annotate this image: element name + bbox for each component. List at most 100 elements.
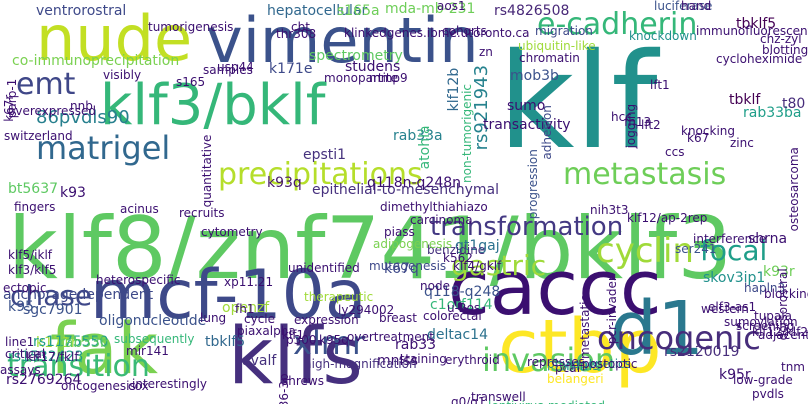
word-vimentin: vimentin [206,4,479,77]
word-bt5637: bt5637 [8,181,59,197]
word-ser241: ser241 [675,242,717,256]
word-matrigel: matrigel [36,129,171,167]
word-tbklf5: tbklf5 [736,16,777,32]
word-s165: s165 [176,75,206,89]
word-k93q: k93q [267,175,302,191]
word-rs2120019: rs2120019 [664,344,740,360]
word-overexpressed: overexpressed [8,104,96,118]
word-pcaf: pcaf [555,361,581,375]
word-nnb: nnb [70,99,93,113]
word-colorectal: colorectal [423,309,482,323]
word-postoptic: postoptic [582,357,638,371]
word-xp11-21: xp11.21 [224,275,274,289]
word-mmp9: mmp9 [369,71,408,85]
word-k67q: k67q [384,261,419,277]
word-tupaia: tupaia [754,309,792,323]
word-cycle: cycle [244,312,276,326]
word-lung: lung [200,311,227,325]
word-k95q: k95q [319,333,349,347]
word-rab33b: rab33b [59,335,109,351]
word-adjacent: adjacent [758,328,808,342]
word-zn: zn [479,45,493,59]
word-transition: transition [7,349,150,384]
word-cycloheximide: cycloheximide [716,52,803,66]
word-elf3-as1: elf3-as1 [708,300,757,314]
word-sumo: sumo [507,98,546,114]
word-transwell: transwell [471,390,526,404]
word-dimethylthiahiazo: dimethylthiahiazo [380,200,488,214]
word-klf1: klf1 [282,328,305,342]
word-k95r: k95r [719,367,751,383]
word-mirna-1236-3p: mirna-1236-3p [277,373,291,404]
word-luciferase: luciferase [654,0,713,13]
word-piaxalpha: piaxalpha [237,324,296,338]
word-shrews: shrews [282,374,324,388]
word-fh1: fh1 [235,302,255,316]
word-studens: studens [345,59,401,75]
word-ventrorostral: ventrorostral [36,3,127,19]
word-ubiquitin-like: ubiquitin-like [518,39,596,53]
word-g0-g1: g0/g1 [451,395,486,404]
word-zinc: zinc [730,136,754,150]
word-u-2os: u-2os [447,301,481,315]
word-k95: k95 [8,299,34,315]
word-screening: screening [736,319,795,333]
word-oncogenic: oncogenic [597,319,761,357]
word-carcinoma: carcinoma [410,213,473,227]
word-mob3b: mob3b [510,68,559,84]
word-mda-mb-231: mda-mb-231 [385,1,476,17]
word-hapln3: hapln3 [744,281,786,295]
word-klf17-fklf: klf17/fklf [26,350,79,364]
word-cytometry: cytometry [201,225,263,239]
word-belangeri: belangeri [547,372,604,386]
word-oligonucleotide: oligonucleotide [99,313,207,329]
word-deltac14: deltac14 [427,327,488,343]
word-mcf-10a: mcf-10a [90,256,367,335]
word-ccs: ccs [665,145,685,159]
word-fh13: fh13 [624,115,652,129]
word-overtreatment: overtreatment [347,330,434,344]
word-c1orf114: c1orf114 [430,297,493,313]
word-knockdown: knockdown [629,29,697,43]
word-mnls: mnls [566,358,600,374]
word-progression: progression [526,149,540,220]
word-epsti1: epsti1 [303,147,347,163]
word-rab33a: rab33a [393,128,443,144]
word-thr308: thr308 [276,27,317,41]
word-lft2: lft2 [641,118,661,132]
word-unidentified: unidentified [288,261,360,275]
word-gt1gaj: gt1gaj [455,238,500,254]
word-k93r: k93r [763,264,795,280]
word-ly294002: ly294002 [338,303,395,317]
word-anchoragedependent: anchoragedependent [3,287,154,303]
word-rs1175550: rs1175550 [33,334,109,350]
word-86pvdls90: 86pvdls90 [36,107,130,128]
word-invasion: invasion [482,341,616,379]
word-piass: piass [384,225,415,239]
word-cyclin: cyclin [596,231,694,271]
word-klf12-klf2: klf12/klf2 [752,325,808,339]
word-hcc: hcc [611,110,632,124]
word-rs4826508: rs4826508 [494,3,570,19]
word-osteosarcoma: osteosarcoma [787,147,801,232]
word-klf3-klf5: klf3/klf5 [8,263,57,277]
word-therapeutic: therapeutic [304,290,374,304]
word-metastasis: metastasis [563,157,727,192]
word-chromatin: chromatin [519,51,580,65]
word-hand: hand [681,0,712,13]
word-rs1532423: rs1532423 [8,349,84,365]
word-staining: staining [399,352,447,366]
word-pvdls: pvdls [752,387,784,401]
word-klfs: klfs [228,312,363,402]
word-caccc: caccc [448,243,662,332]
word-knocking: knocking [681,124,735,138]
word-klf3-bklf: klf3/bklf [100,73,326,138]
word-assays: assays [0,363,41,377]
word-epithelial-to-mesenchymal: epithelial-to-mesenchymal [312,182,500,198]
word-ectopic: ectopic [3,281,47,295]
word-lentivirus-mediated: lentivirus-mediated [488,400,605,404]
word-blotting: blotting [762,43,808,57]
word-hepatocellular: hepatocellular [267,3,368,19]
word-oncogenesis: oncogenesis [61,379,136,393]
